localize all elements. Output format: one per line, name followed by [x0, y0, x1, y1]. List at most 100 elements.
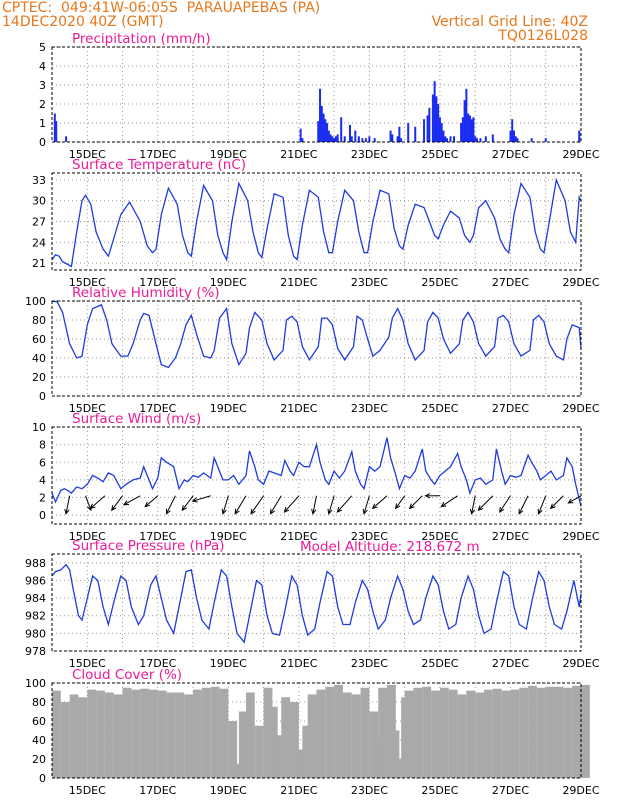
cloud-bar [122, 687, 132, 778]
cloud-bar [439, 687, 449, 778]
x-tick-label: 27DEC [492, 657, 529, 670]
precip-bar [329, 134, 332, 142]
precip-bar [461, 117, 464, 142]
x-tick-label: 23DEC [351, 148, 388, 161]
cloud-bar [413, 687, 423, 778]
x-tick-label: 19DEC [210, 657, 247, 670]
cloud-bar [295, 749, 305, 778]
x-tick-label: 29DEC [562, 402, 599, 415]
cloud-bar [78, 697, 88, 778]
precip-bar [333, 138, 336, 142]
precip-bar [467, 113, 470, 142]
precip-bar [465, 88, 468, 142]
x-tick-label: 17DEC [139, 148, 176, 161]
cloud-bar [457, 694, 467, 778]
wind-vector [538, 495, 547, 514]
y-tick-label: 982 [25, 610, 46, 623]
relative-humidity-series-line [51, 300, 582, 369]
wind-vector-head [64, 508, 70, 515]
wind-vector [165, 495, 176, 515]
wind-vector-head [122, 500, 129, 506]
x-tick-label: 17DEC [139, 657, 176, 670]
surface-temperature-panel: Surface Temperature (nC) 21 24 27 30 33 15DEC 1… [32, 157, 600, 289]
precip-bar [361, 138, 364, 142]
x-tick-label: 21DEC [280, 657, 317, 670]
cloud-bar [316, 689, 326, 778]
precip-bar [322, 113, 325, 142]
x-tick-label: 15DEC [69, 530, 106, 543]
precipitation-panel: Precipitation (mm/h) 0 1 2 3 4 5 15DEC 17DEC 19DE… [39, 31, 600, 161]
surface-temperature-nc-title: Surface Temperature (nC) [72, 157, 246, 173]
wind-vector [395, 495, 406, 509]
cloud-bar [554, 686, 564, 778]
y-tick-label: 8 [39, 439, 46, 452]
surface-wind-m-s-frame [51, 426, 582, 525]
precip-bar [373, 138, 376, 142]
precip-bar [438, 117, 441, 142]
wind-vector-head [477, 505, 484, 511]
wind-vector-head [181, 505, 187, 512]
precip-bar [301, 138, 304, 142]
precip-bar [396, 136, 399, 142]
cloud-bar [360, 687, 370, 778]
precip-bar [433, 81, 436, 142]
relative-humidity-frame [51, 300, 582, 397]
cloud-bar [307, 694, 317, 778]
y-tick-label: 40 [32, 352, 46, 365]
y-tick-label: 100 [25, 677, 46, 690]
x-tick-label: 17DEC [139, 530, 176, 543]
surface-wind-m-s-title: Surface Wind (m/s) [72, 411, 201, 427]
x-tick-label: 19DEC [210, 530, 247, 543]
precip-bar [326, 123, 329, 142]
x-tick-label: 15DEC [69, 784, 106, 797]
precip-bar [442, 130, 445, 142]
x-tick-label: 15DEC [69, 657, 106, 670]
surface-temperature-nc-series-line [51, 177, 582, 268]
cloud-bar [69, 694, 79, 778]
wind-vector-head [408, 503, 415, 510]
y-tick-label: 6 [39, 456, 46, 469]
precip-bar [324, 119, 327, 142]
precip-bar [428, 107, 431, 142]
cloud-bar [351, 694, 361, 778]
wind-vector [363, 495, 370, 514]
y-tick-label: 80 [32, 314, 46, 327]
x-tick-label: 27DEC [492, 530, 529, 543]
cloud-bar [484, 689, 493, 778]
x-tick-label: 25DEC [421, 148, 458, 161]
x-tick-label: 15DEC [69, 148, 106, 161]
x-tick-label: 27DEC [492, 402, 529, 415]
header-date-line: 14DEC2020 40Z (GMT) [2, 14, 164, 30]
y-tick-label: 986 [25, 574, 46, 587]
wind-vector [222, 495, 229, 514]
wind-vector [192, 495, 211, 502]
cloud-bar [238, 711, 248, 778]
cloud-bar [378, 687, 388, 778]
wind-vector-head [269, 508, 275, 515]
wind-vector [372, 495, 388, 509]
y-tick-label: 988 [25, 557, 46, 570]
cloud-bar [395, 759, 405, 778]
y-tick-label: 0 [39, 509, 46, 522]
cloud-bar [545, 686, 555, 778]
wind-vector-head [469, 508, 476, 515]
y-tick-label: 21 [32, 257, 46, 270]
x-tick-label: 23DEC [351, 402, 388, 415]
cloud-bar [131, 689, 141, 778]
y-tick-label: 33 [32, 174, 46, 187]
cloud-bar [563, 687, 573, 778]
precip-bar [491, 134, 494, 142]
wind-vector-head [221, 508, 227, 515]
surface-pressure-hpa-frame [51, 553, 582, 652]
cloud-bar [268, 706, 278, 778]
x-tick-label: 29DEC [562, 276, 599, 289]
cloud-bar [175, 692, 185, 778]
wind-vector [181, 495, 194, 511]
relative-humidity-panel: Relative Humidity (%) 0 20 40 60 80 100 15DEC 17… [25, 285, 600, 415]
cloud-bar [448, 689, 458, 778]
precip-bar [327, 130, 330, 142]
y-tick-label: 1 [39, 117, 46, 130]
wind-vector [123, 495, 141, 506]
cloud-bar [475, 692, 485, 778]
cloud-bar [572, 685, 581, 778]
